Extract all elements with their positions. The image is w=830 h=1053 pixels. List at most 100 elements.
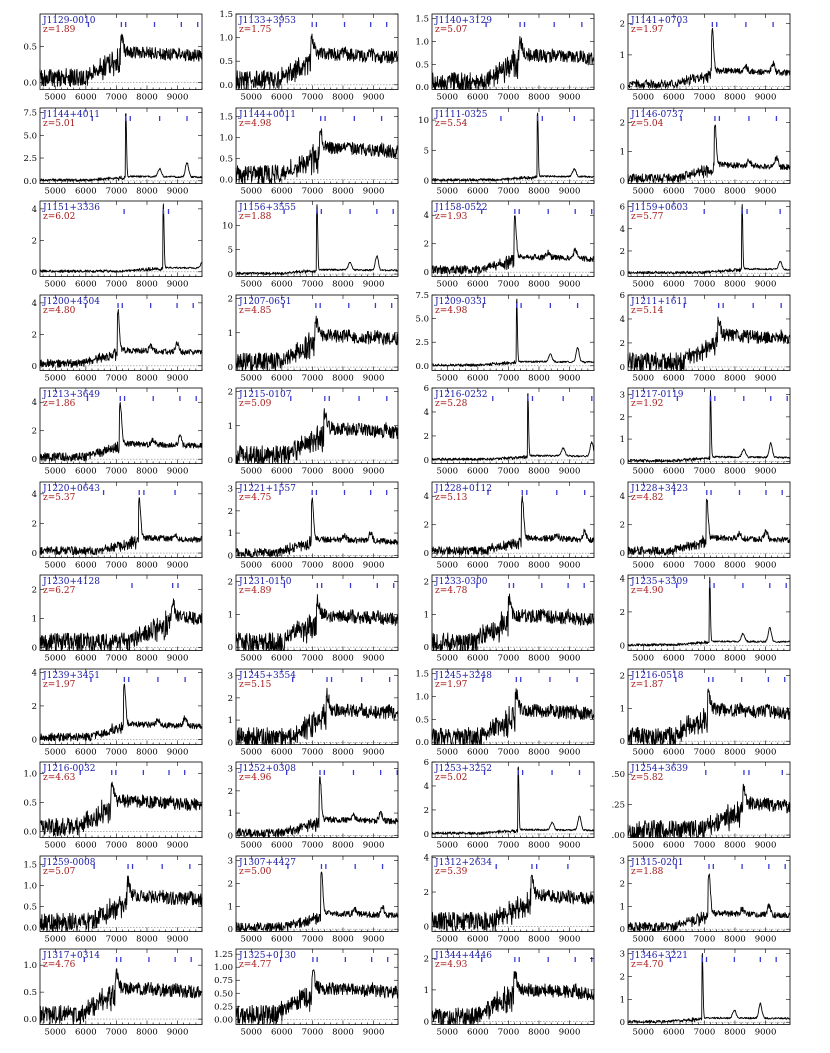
y-tick-label: 6 bbox=[424, 758, 429, 768]
y-tick-label: 10 bbox=[418, 116, 429, 126]
plot-frame bbox=[431, 948, 595, 1025]
plot-frame bbox=[39, 481, 203, 558]
spectrum-panel: 5000 6000 7000 8000 9000 0.0 2.5 5.0 7.5 J1144+40… bbox=[10, 104, 206, 198]
y-tick-label: 0 bbox=[620, 641, 625, 651]
x-tick-label: 8000 bbox=[724, 467, 746, 477]
spectrum-svg: 5000 6000 7000 8000 9000 0.0 0.5 1.0 1.5 J1133+39… bbox=[219, 10, 399, 103]
plot-frame bbox=[39, 668, 203, 745]
y-tick-label: 1.5 bbox=[219, 112, 233, 122]
x-tick-label: 9000 bbox=[363, 654, 385, 664]
y-tick-label: 1 bbox=[228, 902, 233, 912]
x-tick-label: 9000 bbox=[755, 93, 777, 103]
quasar-redshift: z=1.88 bbox=[239, 212, 272, 222]
plot-frame bbox=[431, 574, 595, 651]
y-tick-label: .25 bbox=[611, 801, 625, 811]
x-tick-label: 7000 bbox=[302, 747, 324, 757]
quasar-name: J1216-0032 bbox=[42, 764, 95, 774]
y-tick-label: 0.75 bbox=[214, 976, 233, 986]
y-tick-label: 2 bbox=[620, 972, 625, 982]
x-tick-label: 5000 bbox=[44, 934, 66, 944]
quasar-redshift: z=5.13 bbox=[435, 493, 468, 503]
y-tick-label: 2 bbox=[32, 586, 37, 596]
x-tick-label: 6000 bbox=[467, 186, 489, 196]
x-tick-label: 6000 bbox=[467, 654, 489, 664]
y-tick-label: 2 bbox=[620, 413, 625, 423]
x-tick-label: 6000 bbox=[467, 934, 489, 944]
spectrum-svg: 5000 6000 7000 8000 9000 0.0 2.5 5.0 7.5 J1144+40… bbox=[23, 107, 203, 196]
quasar-redshift: z=5.01 bbox=[43, 119, 75, 129]
x-tick-label: 8000 bbox=[528, 841, 550, 851]
y-tick-label: 2 bbox=[620, 671, 625, 681]
x-tick-label: 5000 bbox=[44, 1028, 66, 1038]
spectrum-svg: 5000 6000 7000 8000 9000 0.0 0.5 1.0 1.5 J1245+32… bbox=[415, 668, 595, 757]
plot-frame bbox=[627, 107, 791, 184]
quasar-name: J1253+3252 bbox=[434, 764, 492, 774]
spectrum-line bbox=[235, 687, 399, 745]
plot-frame bbox=[627, 574, 791, 651]
spectrum-panel: 5000 6000 7000 8000 9000 0 2 4 6 J1216-0232 z=5.28 bbox=[402, 384, 598, 478]
x-tick-label: 5000 bbox=[44, 654, 66, 664]
y-tick-label: 0.0 bbox=[415, 361, 429, 371]
quasar-redshift: z=5.07 bbox=[435, 25, 468, 35]
x-tick-label: 8000 bbox=[332, 654, 354, 664]
x-tick-label: 9000 bbox=[755, 560, 777, 570]
y-tick-label: 0 bbox=[620, 737, 625, 747]
x-tick-label: 9000 bbox=[755, 280, 777, 290]
y-tick-label: 2 bbox=[620, 520, 625, 530]
x-tick-label: 8000 bbox=[332, 560, 354, 570]
x-tick-label: 8000 bbox=[528, 654, 550, 664]
x-tick-label: 8000 bbox=[136, 467, 158, 477]
y-tick-label: 0 bbox=[620, 362, 625, 372]
x-tick-label: 7000 bbox=[694, 467, 716, 477]
y-tick-label: 3 bbox=[228, 856, 233, 866]
x-tick-label: 6000 bbox=[75, 841, 97, 851]
spectrum-panel: 5000 6000 7000 8000 9000 0 1 2 3 J1315-0201 z=1.88 bbox=[598, 852, 794, 946]
y-tick-label: 0 bbox=[32, 268, 37, 278]
x-tick-label: 5000 bbox=[240, 560, 262, 570]
quasar-name: J1254+3639 bbox=[630, 764, 688, 774]
y-tick-label: 2 bbox=[32, 236, 37, 246]
plot-frame bbox=[627, 948, 791, 1025]
x-tick-label: 6000 bbox=[663, 747, 685, 757]
y-tick-label: 0.00 bbox=[214, 1015, 233, 1025]
quasar-name: J1200+4504 bbox=[42, 297, 100, 307]
x-tick-label: 9000 bbox=[559, 280, 581, 290]
x-tick-label: 8000 bbox=[332, 467, 354, 477]
y-tick-label: 0 bbox=[424, 176, 429, 186]
x-tick-label: 8000 bbox=[332, 373, 354, 383]
x-tick-label: 5000 bbox=[44, 93, 66, 103]
x-tick-label: 7000 bbox=[694, 841, 716, 851]
x-tick-label: 6000 bbox=[271, 1028, 293, 1038]
spectrum-line bbox=[235, 871, 399, 932]
y-tick-label: 0.5 bbox=[23, 988, 37, 998]
x-tick-label: 7000 bbox=[106, 934, 128, 944]
y-tick-label: 1.0 bbox=[415, 692, 429, 702]
y-tick-label: 0.5 bbox=[23, 902, 37, 912]
x-tick-label: 6000 bbox=[663, 467, 685, 477]
x-tick-label: 5000 bbox=[436, 934, 458, 944]
x-tick-label: 9000 bbox=[755, 186, 777, 196]
x-tick-label: 9000 bbox=[559, 467, 581, 477]
quasar-redshift: z=5.54 bbox=[435, 119, 468, 129]
quasar-name: J1211+1611 bbox=[630, 297, 688, 307]
x-tick-label: 8000 bbox=[724, 841, 746, 851]
quasar-redshift: z=1.89 bbox=[43, 25, 76, 35]
quasar-redshift: z=4.82 bbox=[631, 493, 663, 503]
y-tick-label: 0.0 bbox=[219, 175, 233, 185]
y-tick-label: 2 bbox=[620, 879, 625, 889]
x-tick-label: 6000 bbox=[75, 1028, 97, 1038]
y-tick-label: 1.0 bbox=[219, 34, 233, 44]
x-tick-label: 6000 bbox=[467, 93, 489, 103]
y-tick-label: 1 bbox=[228, 716, 233, 726]
plot-frame bbox=[235, 948, 399, 1025]
plot-frame bbox=[627, 761, 791, 838]
y-tick-label: 0 bbox=[228, 363, 233, 373]
y-tick-label: 0 bbox=[228, 456, 233, 466]
plot-frame bbox=[235, 107, 399, 184]
plot-frame bbox=[235, 200, 399, 277]
